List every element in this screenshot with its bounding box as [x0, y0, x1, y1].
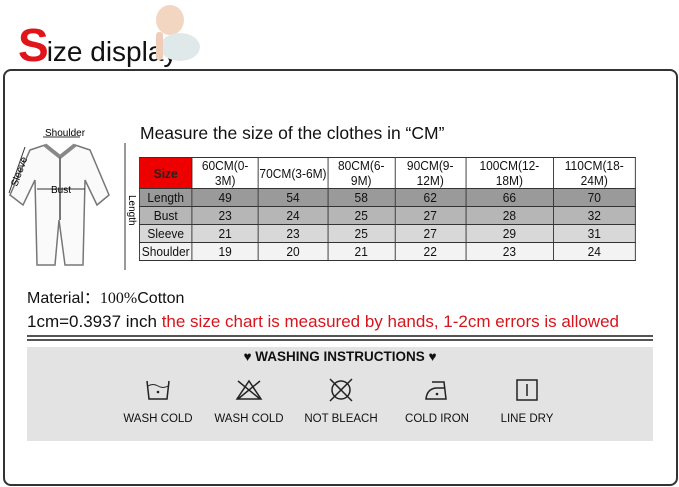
table-header-row: Size 60CM(0-3M) 70CM(3-6M) 80CM(6-9M) 90…: [138, 157, 636, 189]
care-label: WASH COLD: [214, 413, 284, 425]
care-item: COLD IRON: [387, 377, 487, 425]
value-cell: 21: [191, 224, 259, 243]
garment-diagram: Shoulder Bust Sleeve Length: [8, 128, 137, 270]
divider: [27, 335, 653, 341]
table-row: Length 49 54 58 62 66 70: [138, 188, 636, 207]
page-title: Size display: [18, 19, 178, 71]
value-cell: 28: [465, 206, 554, 225]
value-cell: 70: [552, 188, 636, 207]
row-label: Bust: [138, 206, 193, 225]
value-cell: 58: [327, 188, 396, 207]
measure-title: Measure the size of the clothes in “CM”: [140, 123, 445, 143]
table-row: Bust 23 24 25 27 28 32: [138, 206, 636, 225]
value-cell: 27: [394, 224, 467, 243]
value-cell: 32: [552, 206, 636, 225]
table-row: Shoulder 19 20 21 22 23 24: [138, 242, 636, 261]
wash-cold-icon: [146, 380, 170, 400]
value-cell: 27: [394, 206, 467, 225]
washing-title: ♥ WASHING INSTRUCTIONS ♥: [243, 349, 437, 364]
header-cell: 110CM(18-24M): [552, 157, 636, 189]
row-label: Sleeve: [138, 224, 193, 243]
size-table: Size 60CM(0-3M) 70CM(3-6M) 80CM(6-9M) 90…: [138, 157, 636, 261]
conversion-note: 1cm=0.3937 inch the size chart is measur…: [27, 312, 619, 331]
care-item: WASH COLD: [108, 377, 208, 425]
bust-label: Bust: [51, 185, 71, 196]
care-label: COLD IRON: [405, 413, 469, 425]
care-label: LINE DRY: [500, 413, 554, 425]
care-item: WASH COLD: [199, 377, 299, 425]
value-cell: 22: [394, 242, 467, 261]
header-cell: 100CM(12-18M): [465, 157, 554, 189]
value-cell: 29: [465, 224, 554, 243]
value-cell: 23: [191, 206, 259, 225]
header-cell: Size: [138, 157, 193, 189]
not-bleach-icon: [329, 378, 353, 402]
header-cell: 60CM(0-3M): [191, 157, 259, 189]
value-cell: 23: [257, 224, 329, 243]
value-cell: 24: [257, 206, 329, 225]
value-cell: 25: [327, 206, 396, 225]
baby-image: [156, 5, 200, 61]
row-label: Length: [138, 188, 193, 207]
no-tumble-icon: [235, 379, 263, 400]
value-cell: 19: [191, 242, 259, 261]
row-label: Shoulder: [138, 242, 193, 261]
value-cell: 54: [257, 188, 329, 207]
value-cell: 31: [552, 224, 636, 243]
header-cell: 90CM(9-12M): [394, 157, 467, 189]
shoulder-label: Shoulder: [45, 128, 86, 139]
table-row: Sleeve 21 23 25 27 29 31: [138, 224, 636, 243]
care-label: WASH COLD: [123, 413, 193, 425]
value-cell: 21: [327, 242, 396, 261]
size-chart-panel: [3, 69, 678, 486]
cold-iron-icon: [425, 381, 447, 400]
care-item: NOT BLEACH: [291, 377, 391, 425]
value-cell: 25: [327, 224, 396, 243]
line-dry-icon: [516, 379, 538, 401]
header-cell: 80CM(6-9M): [327, 157, 396, 189]
value-cell: 23: [465, 242, 554, 261]
value-cell: 20: [257, 242, 329, 261]
value-cell: 62: [394, 188, 467, 207]
material-text: Material：100%Cotton: [27, 290, 185, 307]
header-cell: 70CM(3-6M): [257, 157, 329, 189]
value-cell: 24: [552, 242, 636, 261]
washing-panel: ♥ WASHING INSTRUCTIONS ♥ WASH COLD WASH C…: [27, 347, 653, 441]
length-label: Length: [126, 195, 137, 226]
value-cell: 49: [191, 188, 259, 207]
value-cell: 66: [465, 188, 554, 207]
care-label: NOT BLEACH: [304, 413, 378, 425]
care-item: LINE DRY: [477, 377, 577, 425]
